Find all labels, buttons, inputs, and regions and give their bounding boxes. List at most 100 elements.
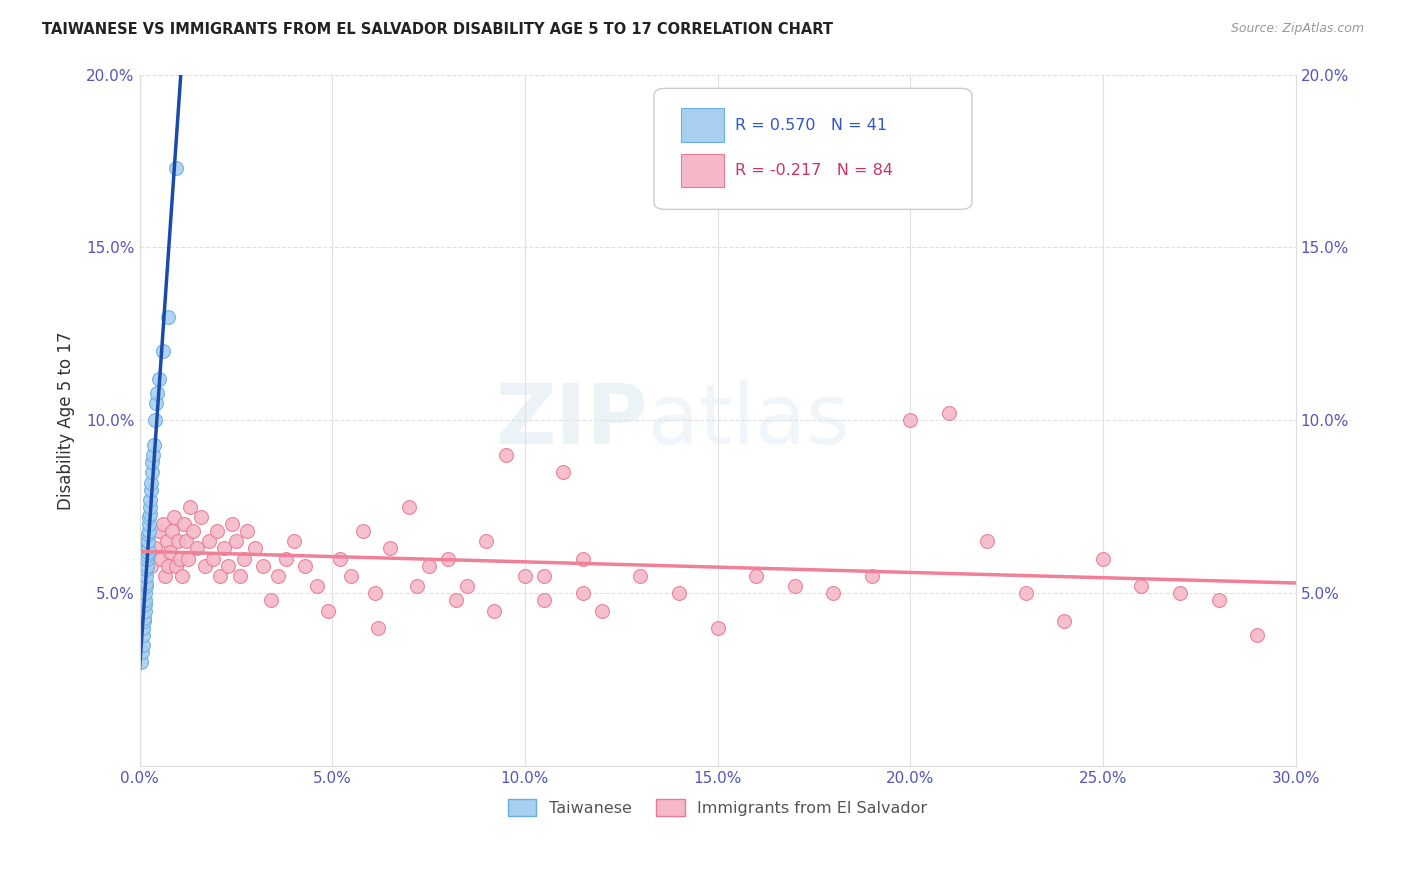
Point [136, 545, 159, 559]
Point [533, 593, 555, 607]
Point [259, 593, 281, 607]
Point [1168, 586, 1191, 600]
Point [145, 396, 167, 410]
Point [444, 593, 467, 607]
Point [378, 541, 401, 556]
Point [157, 558, 180, 573]
Point [152, 344, 174, 359]
Point [591, 604, 613, 618]
Point [148, 524, 170, 538]
Point [159, 545, 181, 559]
Point [706, 621, 728, 635]
Text: TAIWANESE VS IMMIGRANTS FROM EL SALVADOR DISABILITY AGE 5 TO 17 CORRELATION CHAR: TAIWANESE VS IMMIGRANTS FROM EL SALVADOR… [42, 22, 834, 37]
FancyBboxPatch shape [681, 109, 724, 142]
Point [179, 500, 201, 514]
Point [214, 541, 236, 556]
Point [132, 621, 155, 635]
Point [668, 586, 690, 600]
Point [139, 475, 162, 490]
Point [243, 541, 266, 556]
Point [898, 413, 921, 427]
Point [139, 492, 162, 507]
Point [138, 524, 160, 538]
Point [495, 448, 517, 462]
Point [329, 551, 352, 566]
Point [139, 483, 162, 497]
Point [1246, 628, 1268, 642]
Point [135, 558, 157, 573]
Point [136, 534, 159, 549]
Point [134, 610, 156, 624]
Point [398, 500, 420, 514]
Text: Source: ZipAtlas.com: Source: ZipAtlas.com [1230, 22, 1364, 36]
Point [136, 551, 159, 566]
Y-axis label: Disability Age 5 to 17: Disability Age 5 to 17 [58, 331, 75, 509]
Point [1208, 593, 1230, 607]
Point [976, 534, 998, 549]
Point [318, 604, 340, 618]
Point [162, 524, 184, 538]
Point [138, 527, 160, 541]
Point [163, 510, 186, 524]
Point [938, 407, 960, 421]
Point [209, 569, 232, 583]
Point [190, 510, 212, 524]
Point [157, 310, 180, 324]
Point [167, 534, 190, 549]
Point [571, 586, 593, 600]
Point [783, 579, 806, 593]
Point [134, 593, 156, 607]
FancyBboxPatch shape [654, 88, 972, 210]
Point [148, 372, 170, 386]
Point [252, 558, 274, 573]
Point [571, 551, 593, 566]
Point [340, 569, 363, 583]
Point [267, 569, 290, 583]
Point [1015, 586, 1038, 600]
Point [823, 586, 845, 600]
Point [860, 569, 883, 583]
Point [305, 579, 328, 593]
Point [294, 558, 316, 573]
Point [149, 551, 172, 566]
Point [169, 551, 191, 566]
Point [132, 628, 155, 642]
Point [1130, 579, 1153, 593]
Point [134, 597, 156, 611]
Point [513, 569, 536, 583]
Point [482, 604, 505, 618]
Point [1091, 551, 1114, 566]
Point [533, 569, 555, 583]
Point [194, 558, 217, 573]
Point [553, 465, 575, 479]
Point [274, 551, 297, 566]
Point [134, 604, 156, 618]
Point [138, 510, 160, 524]
Point [136, 548, 159, 562]
Point [475, 534, 498, 549]
Point [152, 517, 174, 532]
Point [165, 161, 187, 175]
Point [174, 534, 197, 549]
Point [225, 534, 247, 549]
Point [134, 586, 156, 600]
Point [221, 517, 243, 532]
Point [186, 541, 208, 556]
Point [135, 569, 157, 583]
Point [135, 575, 157, 590]
Point [136, 534, 159, 549]
Text: atlas: atlas [648, 380, 851, 461]
Point [138, 517, 160, 532]
Point [1053, 614, 1076, 628]
Point [153, 569, 176, 583]
Point [232, 551, 254, 566]
Point [132, 545, 155, 559]
Point [142, 437, 165, 451]
Point [217, 558, 239, 573]
Point [630, 569, 652, 583]
Point [183, 524, 205, 538]
Point [352, 524, 374, 538]
FancyBboxPatch shape [681, 154, 724, 187]
Point [131, 656, 153, 670]
Point [436, 551, 458, 566]
